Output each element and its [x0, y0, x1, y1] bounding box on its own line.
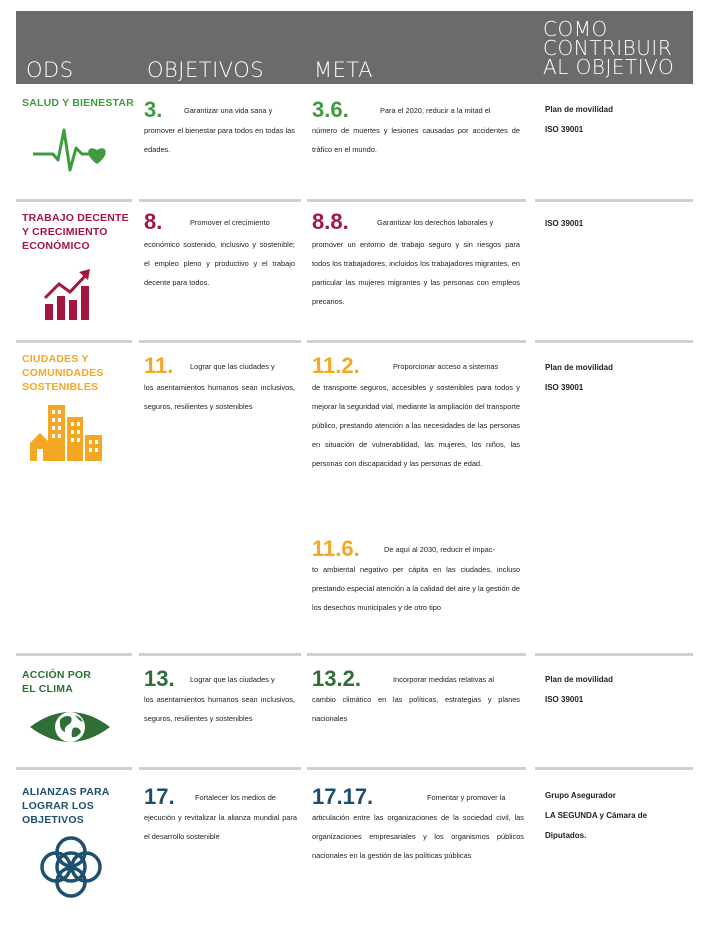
objective-text: ejecución y revitalizar la alianza mundi…	[144, 813, 297, 841]
heartbeat-icon	[33, 128, 106, 172]
contribution-item: Plan de movilidad	[545, 105, 614, 114]
meta-text: promover un entorno de trabajo seguro y …	[312, 240, 520, 306]
city-buildings-icon	[30, 405, 102, 461]
ods-title: ACCIÓN POR EL CLIMA	[22, 668, 91, 696]
ods-title-line: Y CRECIMIENTO	[22, 226, 108, 238]
contribution-item: ISO 39001	[545, 383, 584, 392]
ods-title-line: SALUD Y BIENESTAR	[22, 97, 134, 109]
ods-title-line: LOGRAR LOS	[22, 800, 94, 812]
ods-title-line: ACCIÓN POR	[22, 669, 92, 681]
contribution-item: LA SEGUNDA y Cámara de	[545, 811, 648, 820]
meta-number: 11.2.	[312, 353, 360, 378]
header-como-line3: AL OBJETIVO	[543, 55, 675, 79]
meta-text-first: Para el 2020, reducir a la mitad el	[380, 106, 491, 115]
row-divider	[535, 767, 693, 770]
row-divider	[307, 340, 526, 343]
meta-number: 17.17.	[312, 784, 374, 809]
objective-number: 3.	[144, 97, 163, 122]
ods-title-line: SOSTENIBLES	[22, 381, 99, 393]
row-divider	[139, 340, 301, 343]
contribution-item: Grupo Asegurador	[545, 791, 616, 800]
objective-text: económico sostenido, inclusivo y sosteni…	[144, 240, 295, 287]
contribution: Plan de movilidad ISO 39001	[545, 358, 613, 398]
ods-title-line: ECONÓMICO	[22, 240, 90, 252]
objective-text-first: Fortalecer los medios de	[195, 793, 276, 802]
header-objetivos: OBJETIVOS	[147, 58, 265, 82]
contribution-item: Diputados.	[545, 831, 587, 840]
row-divider	[16, 767, 132, 770]
meta-number: 13.2.	[312, 666, 361, 691]
row-divider	[139, 199, 301, 202]
objective-text-first: Promover el crecimiento	[190, 218, 270, 227]
contribution-item: ISO 39001	[545, 219, 584, 228]
meta-text: articulación entre las organizaciones de…	[312, 813, 524, 860]
header-como-line2: CONTRIBUIR	[543, 36, 673, 60]
row-divider	[16, 199, 132, 202]
contribution-item: ISO 39001	[545, 695, 584, 704]
ods-title: CIUDADES Y COMUNIDADES SOSTENIBLES	[22, 352, 104, 394]
objective-text-first: Lograr que las ciudades y	[190, 362, 275, 371]
contribution: Plan de movilidad ISO 39001	[545, 670, 613, 710]
header-meta: META	[314, 58, 373, 82]
row-divider	[307, 199, 526, 202]
row-divider	[16, 653, 132, 656]
objective-number: 11.	[144, 353, 174, 378]
ods-title-line: ALIANZAS PARA	[22, 786, 110, 798]
objective-text: los asentamientos humanos sean inclusivo…	[144, 383, 295, 411]
ods-title-line: CIUDADES Y	[22, 353, 89, 365]
objective-text: promover el bienestar para todos en toda…	[144, 126, 295, 154]
meta-text-first: Proporcionar acceso a sistemas	[393, 362, 499, 371]
earth-eye-icon	[30, 712, 110, 742]
objective-text-first: Garantizar una vida sana y	[184, 106, 273, 115]
row-divider	[535, 340, 693, 343]
meta-text: número de muertes y lesiones causadas po…	[312, 126, 520, 154]
ods-title: SALUD Y BIENESTAR	[22, 96, 134, 110]
meta-text: cambio climático en las políticas, estra…	[312, 695, 520, 723]
meta-text: de transporte seguros, accesibles y sost…	[312, 383, 520, 468]
ods-title: ALIANZAS PARA LOGRAR LOS OBJETIVOS	[22, 785, 110, 827]
row-divider	[139, 767, 301, 770]
objective-number: 17.	[144, 784, 175, 809]
contribution: Plan de movilidad ISO 39001	[545, 100, 613, 140]
ods-title-line: COMUNIDADES	[22, 367, 104, 379]
objective-number: 8.	[144, 209, 163, 234]
ods-title-line: TRABAJO DECENTE	[22, 212, 129, 224]
ods-title: TRABAJO DECENTE Y CRECIMIENTO ECONÓMICO	[22, 211, 129, 253]
meta-text-first: Fomentar y promover la	[427, 793, 506, 802]
contribution-item: Plan de movilidad	[545, 675, 614, 684]
row-divider	[139, 653, 301, 656]
row-divider	[535, 653, 693, 656]
growth-chart-icon	[43, 269, 90, 320]
meta-text-first: Garantizar los derechos laborales y	[377, 218, 494, 227]
contribution-item: ISO 39001	[545, 125, 584, 134]
meta-number: 3.6.	[312, 97, 349, 122]
row-divider	[307, 653, 526, 656]
table-header: ODS OBJETIVOS META COMO CONTRIBUIR AL OB…	[16, 11, 693, 84]
objective-text: los asentamientos humanos sean inclusivo…	[144, 695, 295, 723]
meta-text-first: Incorporar medidas relativas al	[393, 675, 495, 684]
contribution: Grupo Asegurador LA SEGUNDA y Cámara de …	[545, 786, 669, 846]
interlocking-circles-icon	[40, 836, 102, 898]
ods-title-line: EL CLIMA	[22, 683, 73, 695]
header-ods: ODS	[26, 58, 74, 82]
meta-number: 8.8.	[312, 209, 349, 234]
row-divider	[307, 767, 526, 770]
ods-title-line: OBJETIVOS	[22, 814, 84, 826]
objective-text-first: Lograr que las ciudades y	[190, 675, 275, 684]
header-como-line1: COMO	[543, 17, 608, 41]
contribution-item: Plan de movilidad	[545, 363, 614, 372]
row-divider	[16, 340, 132, 343]
contribution: ISO 39001	[545, 214, 583, 234]
meta-text: to ambiental negativo per cápita en las …	[312, 565, 520, 612]
objective-number: 13.	[144, 666, 175, 691]
row-divider	[535, 199, 693, 202]
meta-text-first: De aquí al 2030, reducir el impac-	[384, 545, 495, 554]
header-como-contribuir: COMO CONTRIBUIR AL OBJETIVO	[543, 17, 675, 79]
meta-number: 11.6.	[312, 536, 360, 561]
